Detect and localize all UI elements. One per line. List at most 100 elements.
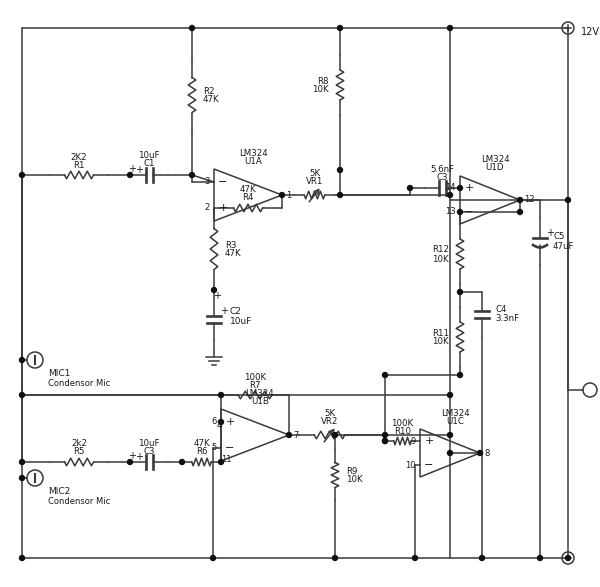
Text: 5K: 5K [309,168,320,177]
Circle shape [19,475,25,481]
Text: 13: 13 [445,207,456,217]
Text: 11: 11 [221,456,231,464]
Text: R3: R3 [225,241,236,249]
Text: 10uF: 10uF [138,438,160,447]
Circle shape [218,420,223,424]
Circle shape [383,433,388,437]
Circle shape [458,210,463,214]
Text: Condensor Mic: Condensor Mic [48,497,110,505]
Text: C1: C1 [143,160,155,168]
Circle shape [448,450,452,456]
Circle shape [448,25,452,31]
Text: U1D: U1D [486,164,504,173]
Text: 10K: 10K [433,255,449,264]
Circle shape [218,393,223,397]
Text: 14: 14 [445,184,456,193]
Text: +: + [218,203,227,213]
Text: 47uF: 47uF [553,242,575,251]
Circle shape [566,197,571,203]
Circle shape [337,167,343,173]
Text: R8: R8 [317,76,329,86]
Text: U1A: U1A [244,157,262,166]
Text: 10K: 10K [433,338,449,346]
Text: VR1: VR1 [306,177,323,185]
Circle shape [211,555,215,561]
Circle shape [517,210,523,214]
Text: LM324: LM324 [440,409,469,417]
Text: Condensor Mic: Condensor Mic [48,379,110,387]
Text: R5: R5 [73,447,85,457]
Text: 3: 3 [205,177,210,187]
Circle shape [448,433,452,437]
Text: C3: C3 [437,173,448,181]
Text: 12: 12 [524,195,535,204]
Circle shape [19,460,25,464]
Text: 1: 1 [286,191,291,200]
Text: R11: R11 [432,329,449,338]
Circle shape [566,555,571,561]
Circle shape [337,25,343,31]
Text: C5: C5 [553,232,565,241]
Circle shape [458,289,463,295]
Text: MIC2: MIC2 [48,487,70,495]
Text: R12: R12 [432,245,449,255]
Circle shape [383,438,388,444]
Text: C2: C2 [230,308,242,316]
Text: 9: 9 [411,437,416,446]
Circle shape [190,173,194,177]
Text: R6: R6 [196,447,207,457]
Text: +: + [464,183,473,193]
Text: −: − [424,460,434,470]
Circle shape [128,460,133,464]
Text: +: + [128,164,136,174]
Text: 10K: 10K [313,86,329,95]
Text: R4: R4 [242,194,254,203]
Circle shape [19,393,25,397]
Circle shape [179,460,185,464]
Text: R10: R10 [394,427,411,436]
Text: 4: 4 [217,420,223,430]
Text: −: − [464,207,473,217]
Text: −: − [226,443,235,453]
Text: VR2: VR2 [321,417,338,426]
Text: 5.6nF: 5.6nF [430,164,455,174]
Circle shape [19,555,25,561]
Circle shape [212,288,217,292]
Text: 100K: 100K [244,373,266,382]
Text: LM324: LM324 [481,156,509,164]
Circle shape [332,433,337,437]
Text: 10K: 10K [346,475,362,484]
Text: 100K: 100K [391,419,413,427]
Circle shape [383,438,388,444]
Circle shape [128,173,133,177]
Text: +: + [135,165,143,175]
Text: 2K2: 2K2 [71,153,88,161]
Circle shape [190,25,194,31]
Circle shape [538,555,542,561]
Text: 2k2: 2k2 [71,440,87,448]
Circle shape [448,393,452,397]
Text: +: + [213,291,221,301]
Text: +: + [424,436,434,446]
Text: LM324: LM324 [245,389,274,397]
Text: +: + [546,228,554,238]
Text: 5: 5 [212,444,217,453]
Text: MIC1: MIC1 [48,369,70,377]
Text: 12V: 12V [581,27,600,37]
Circle shape [407,185,413,191]
Text: R2: R2 [203,86,215,96]
Circle shape [517,197,523,203]
Text: U1B: U1B [251,396,269,406]
Circle shape [413,555,418,561]
Text: +: + [135,452,143,462]
Text: 10: 10 [406,460,416,470]
Circle shape [332,555,337,561]
Text: +: + [128,451,136,461]
Text: 5K: 5K [324,409,335,417]
Text: 47K: 47K [193,440,210,448]
Text: 10uF: 10uF [230,316,253,326]
Circle shape [287,433,292,437]
Circle shape [280,193,284,197]
Text: 2: 2 [205,204,210,212]
Text: R9: R9 [346,467,358,475]
